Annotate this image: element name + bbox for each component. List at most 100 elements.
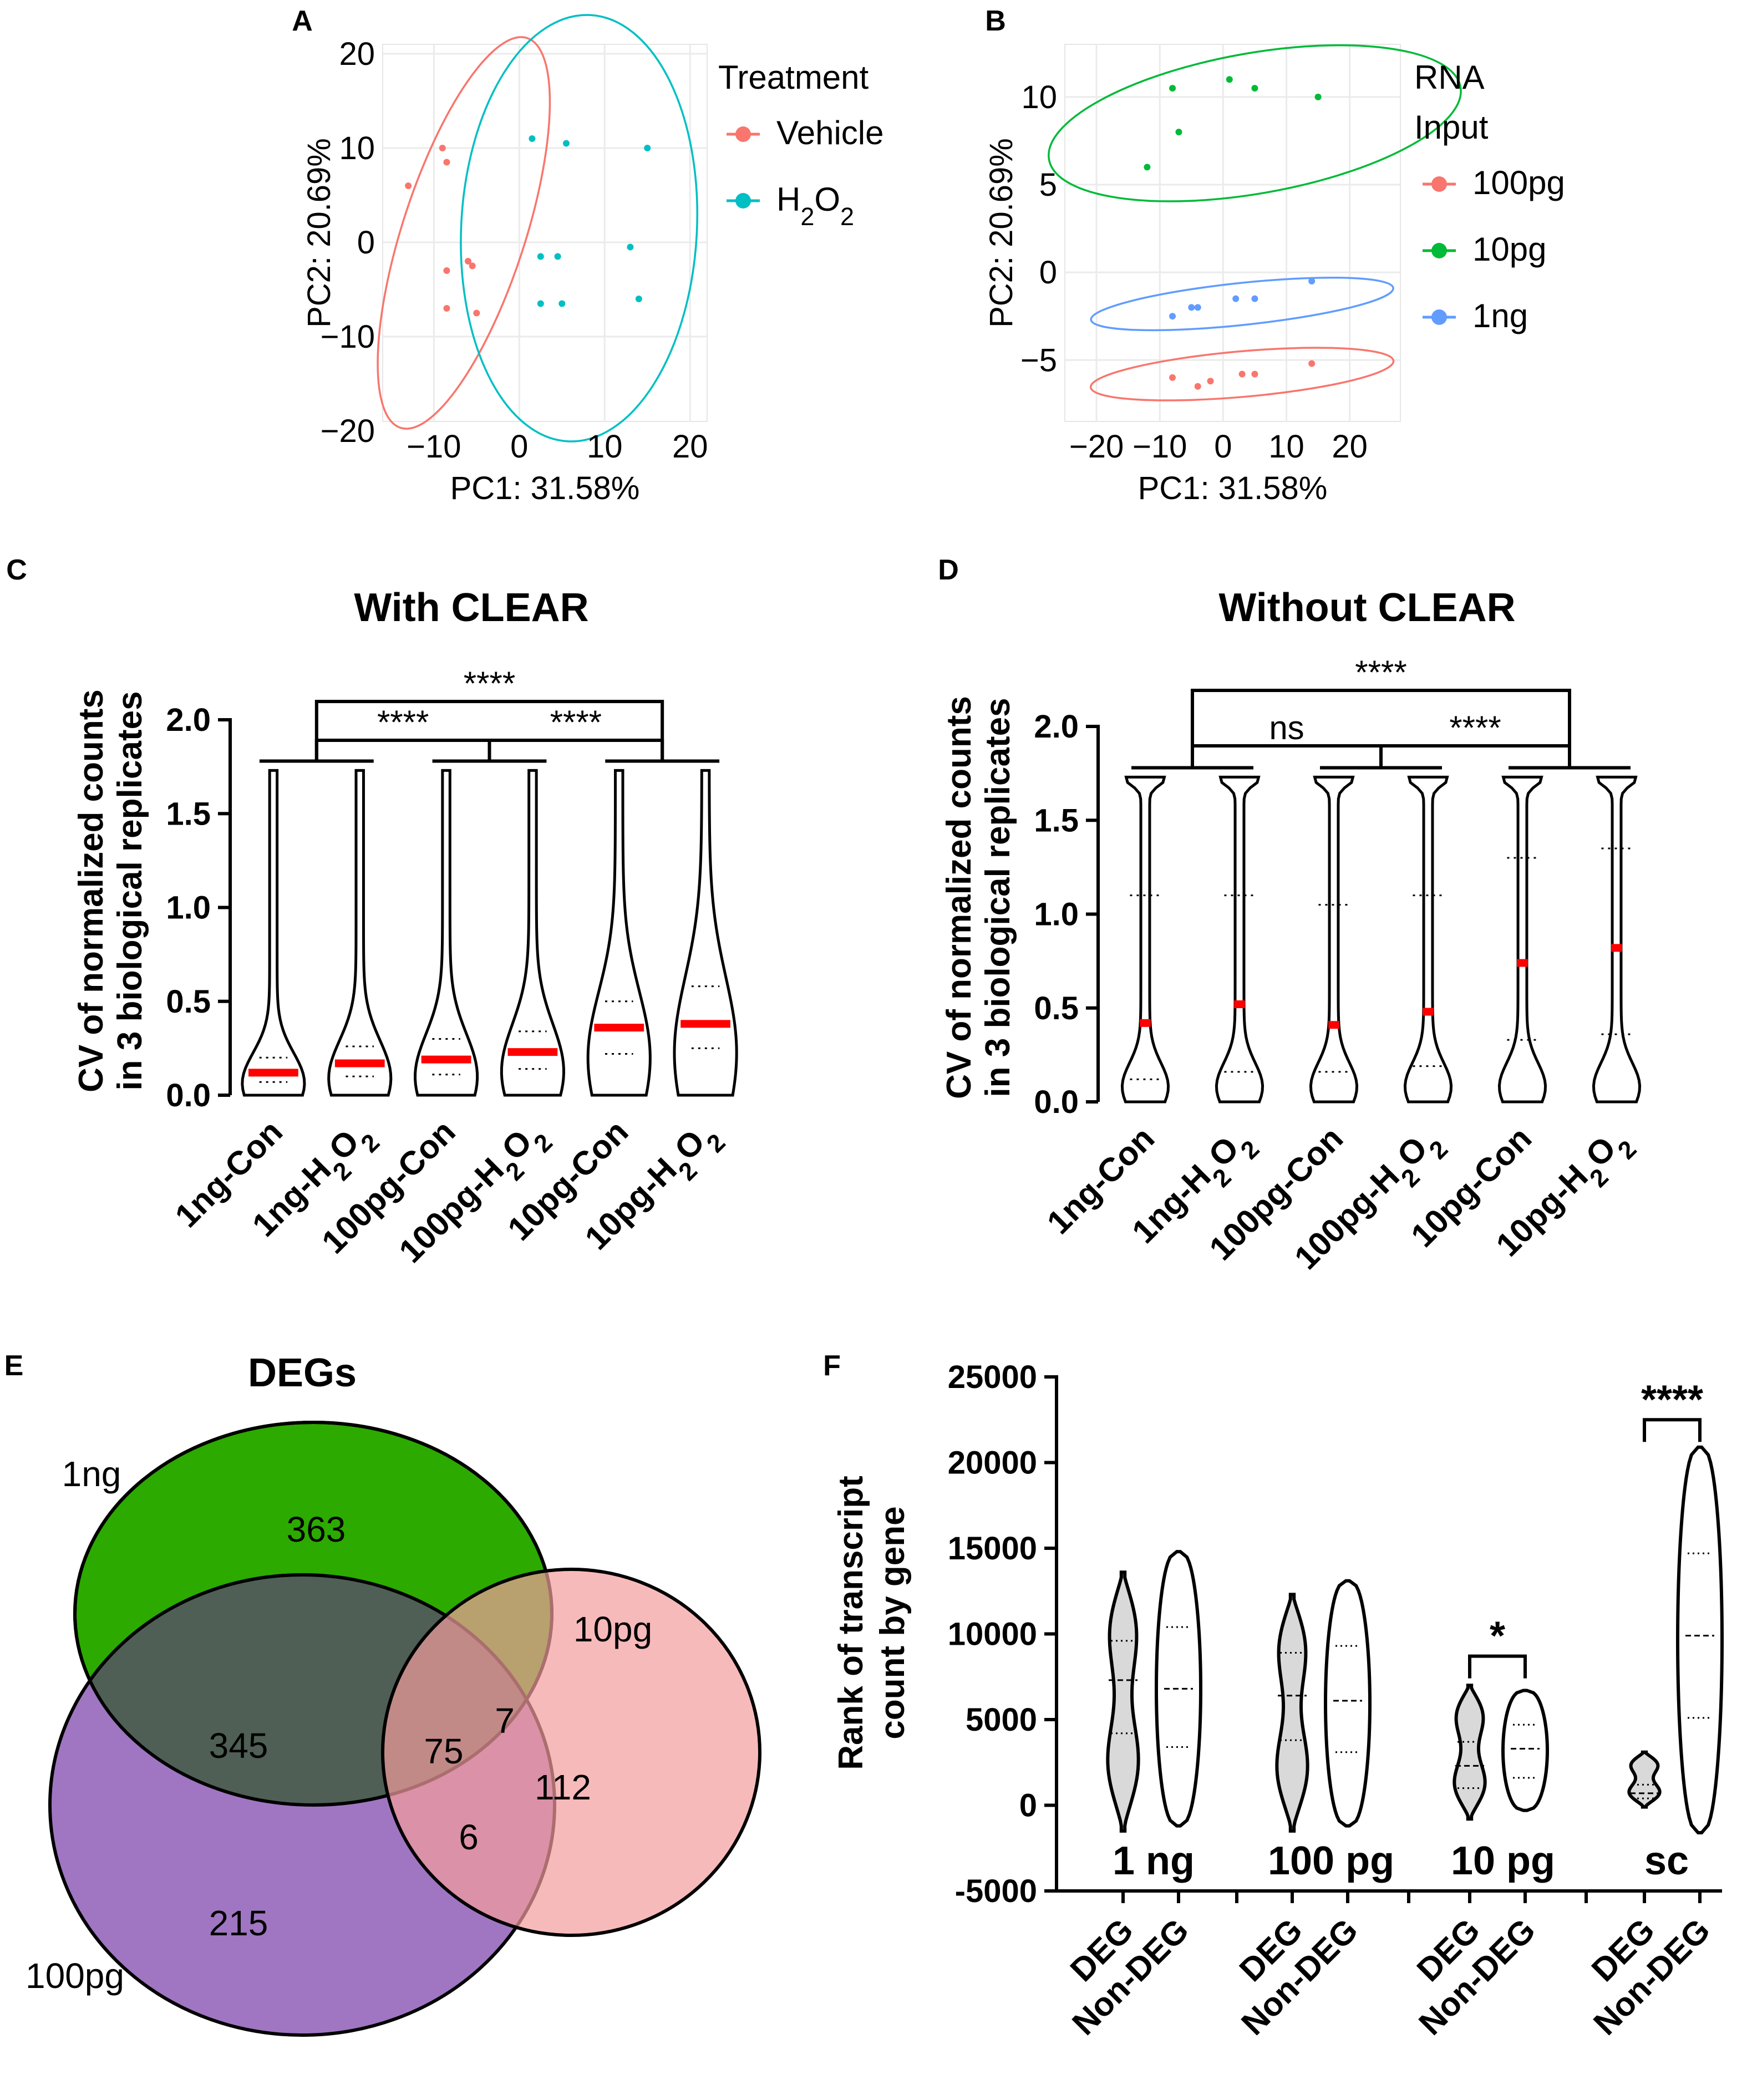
confidence-ellipse — [1089, 347, 1395, 401]
y-tick-label: 2.0 — [1034, 709, 1079, 745]
data-point — [1194, 383, 1201, 390]
significance-bracket — [314, 739, 491, 761]
venn-title: DEGs — [248, 1351, 357, 1395]
significance-bracket — [1643, 1418, 1702, 1442]
legend-key-dot — [735, 193, 751, 209]
region-count: 7 — [495, 1701, 515, 1741]
significance-bracket — [487, 739, 664, 761]
data-point — [1194, 304, 1201, 311]
significance-label: **** — [1355, 654, 1406, 691]
data-point — [554, 253, 561, 260]
panel-f: F -5000 0 5000 10000 15000 20000 25000 Rank of t… — [823, 1350, 1724, 2042]
y-tick-label: 0.5 — [166, 984, 211, 1020]
panel-label: C — [6, 554, 27, 586]
series-1 — [460, 14, 698, 443]
data-point — [1251, 370, 1258, 378]
region-count: 215 — [209, 1903, 268, 1943]
data-point — [1251, 85, 1258, 92]
panel-c: C With CLEAR 0.0 0.5 1.0 1.5 2.0 CV of normaliz… — [6, 554, 738, 1270]
violin-body — [673, 769, 738, 1097]
x-tick-label: 20 — [1332, 429, 1368, 465]
x-tick-label: −10 — [1132, 429, 1187, 465]
region-count: 363 — [287, 1509, 346, 1549]
data-point — [1169, 313, 1176, 320]
violin-body — [1323, 1579, 1372, 1828]
x-tick-label: 0 — [1214, 429, 1232, 465]
data-point — [1169, 374, 1176, 381]
violin-body — [241, 769, 306, 1097]
legend: RNA Input 100pg 10pg 1ng — [1414, 59, 1565, 334]
legend-label: H2O2 — [776, 181, 854, 231]
violin-body — [1675, 1445, 1724, 1834]
chart-title: Without CLEAR — [1218, 586, 1515, 630]
y-tick-label: −10 — [321, 319, 375, 355]
legend-label: 100pg — [1472, 164, 1565, 201]
data-point — [443, 267, 450, 274]
y-axis-label-line1: CV of normalized counts — [72, 689, 110, 1092]
panel-label: E — [4, 1350, 24, 1382]
series-2 — [1090, 276, 1394, 332]
data-point — [562, 140, 570, 147]
significance-label: **** — [1449, 709, 1501, 746]
violin-body — [1403, 775, 1453, 1104]
y-tick-label: 20 — [339, 36, 375, 72]
data-point — [1188, 304, 1195, 311]
data-point — [627, 243, 634, 251]
significance-label: **** — [1641, 1377, 1703, 1422]
series-1 — [1048, 44, 1462, 202]
group-label: 1 ng — [1113, 1839, 1195, 1883]
violin-body — [586, 769, 652, 1097]
significance-bracket — [1379, 744, 1571, 768]
confidence-ellipse — [377, 36, 551, 430]
chart-title: With CLEAR — [354, 586, 588, 630]
series-0 — [377, 36, 551, 430]
x-tick-label: −10 — [407, 429, 461, 465]
grid — [1065, 44, 1400, 421]
violin-body — [1275, 1593, 1309, 1833]
legend-key-dot — [1431, 309, 1447, 325]
x-axis-label: PC1: 31.58% — [450, 470, 640, 506]
y-tick-label: −20 — [321, 413, 375, 449]
data-point — [1238, 370, 1246, 378]
data-point — [635, 296, 642, 302]
data-point — [464, 258, 471, 265]
y-tick-label: 15000 — [948, 1530, 1037, 1567]
y-tick-label: 5 — [1039, 167, 1057, 203]
legend-label: 10pg — [1472, 231, 1546, 268]
confidence-ellipse — [1090, 276, 1394, 332]
y-tick-label: 0.0 — [166, 1077, 211, 1113]
legend-label: 1ng — [1472, 297, 1528, 334]
significance-label: **** — [464, 665, 515, 702]
data-point — [473, 309, 480, 317]
y-axis-label: PC2: 20.69% — [983, 138, 1019, 328]
y-tick-label: 25000 — [948, 1359, 1037, 1395]
legend: Treatment Vehicle H2O2 — [718, 59, 883, 231]
violin-body — [1592, 775, 1642, 1104]
violin-body — [1309, 775, 1359, 1104]
legend-key-dot — [1431, 176, 1447, 192]
significance-bracket — [1191, 744, 1383, 768]
y-axis-label-line2: in 3 biological replicates — [979, 698, 1017, 1097]
y-tick-label: 0 — [1019, 1788, 1037, 1824]
significance-label: * — [1490, 1614, 1505, 1659]
confidence-ellipse — [1048, 44, 1462, 202]
data-point — [644, 145, 651, 151]
x-axis-label: PC1: 31.58% — [1138, 470, 1328, 506]
x-tick-label: 0 — [510, 429, 528, 465]
data-point — [529, 135, 536, 142]
significance: **** **** **** — [259, 665, 720, 763]
panel-label: A — [292, 5, 313, 37]
significance-bracket — [1468, 1654, 1527, 1679]
data-point — [1308, 277, 1316, 284]
set-label-1ng: 1ng — [62, 1454, 121, 1494]
confidence-ellipse — [460, 14, 698, 443]
x-tick-label: 10 — [587, 429, 623, 465]
data-point — [469, 262, 476, 270]
data-point — [537, 300, 544, 307]
violin-4: DEG — [1410, 1684, 1487, 1989]
y-tick-label: -5000 — [955, 1873, 1037, 1909]
panel-label: B — [985, 5, 1006, 37]
y-axis-label-line2: in 3 biological replicates — [111, 691, 149, 1090]
y-tick-label: 1.5 — [166, 796, 211, 832]
group-label: 10 pg — [1451, 1839, 1555, 1883]
